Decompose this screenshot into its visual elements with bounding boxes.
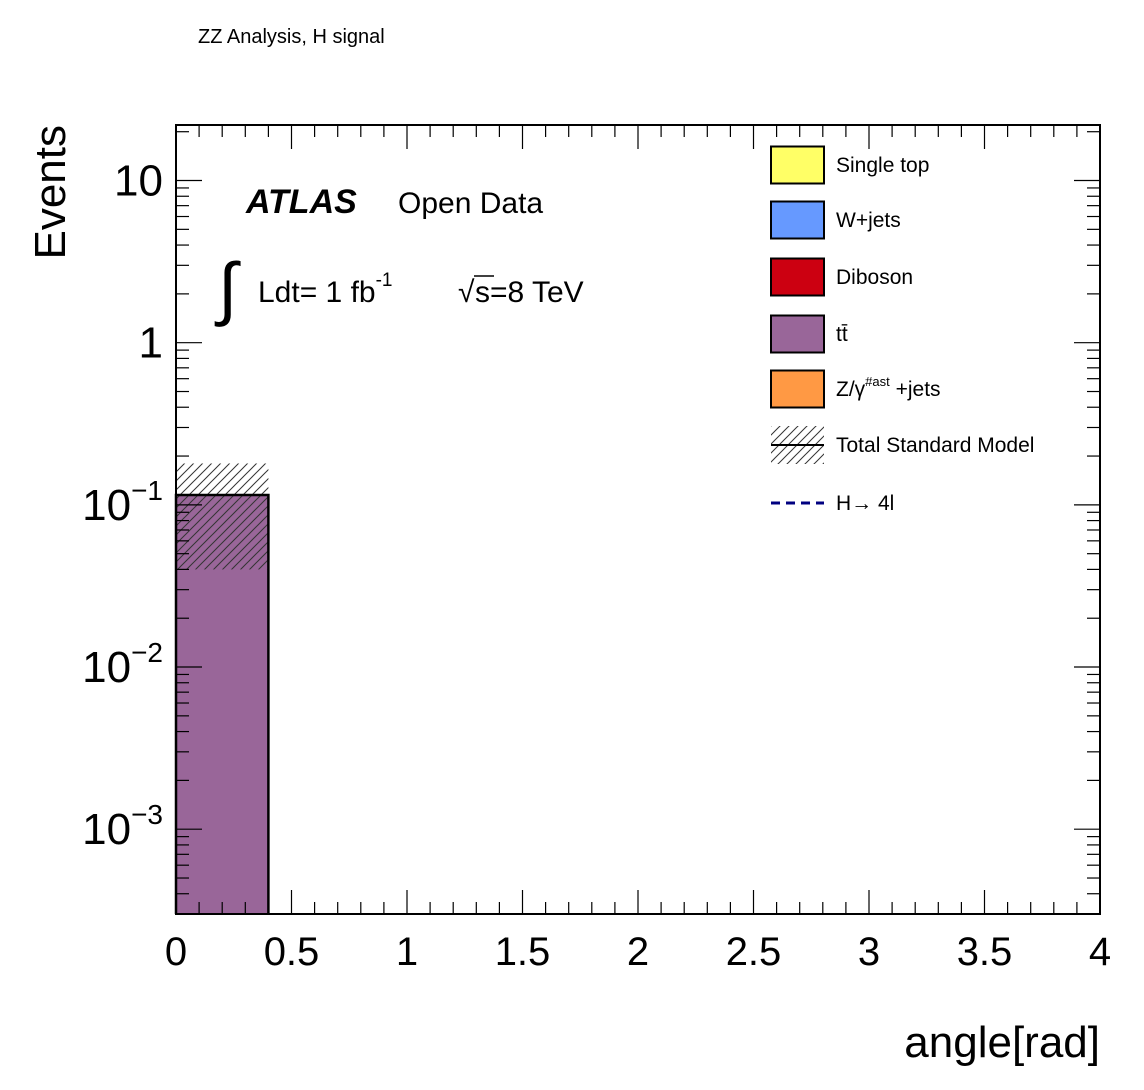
open-data-label: Open Data [398, 187, 543, 220]
atlas-annotation: ATLAS Open Data ∫ Ldt= 1 fb-1 √ s=8 TeV [214, 183, 584, 327]
x-tick-label: 1.5 [495, 930, 551, 974]
page-title: ZZ Analysis, H signal [198, 26, 385, 48]
sqrt-symbol: √ [458, 276, 475, 309]
legend-label-total-sm: Total Standard Model [836, 434, 1034, 457]
y-axis-label: Events [26, 125, 75, 260]
axis-ticks [175, 125, 1101, 915]
legend: Single top W+jets Diboson tt̄ Z/γ#ast +jets T… [770, 145, 1034, 515]
y-tick-label: 10−2 [82, 637, 163, 692]
legend-swatch-3 [770, 314, 825, 354]
x-tick-label: 3.5 [957, 930, 1013, 974]
y-tick-label: 10−1 [82, 475, 163, 530]
x-tick-label: 2.5 [726, 930, 782, 974]
atlas-label: ATLAS [245, 183, 357, 221]
y-tick-label: 1 [139, 319, 163, 368]
bars-layer [174, 463, 270, 914]
legend-label-1: W+jets [836, 209, 901, 232]
legend-label-4: Z/γ#ast +jets [836, 374, 941, 401]
axes-frame [175, 124, 1101, 915]
y-tick-label: 10−3 [82, 799, 163, 854]
legend-label-2: Diboson [836, 266, 913, 289]
legend-label-3: tt̄ [836, 323, 848, 346]
x-tick-label: 0 [165, 930, 187, 974]
legend-label-signal: H→ 4l [836, 492, 894, 515]
legend-swatch-4 [770, 369, 825, 409]
legend-swatch-0 [770, 145, 825, 185]
x-tick-label: 1 [396, 930, 418, 974]
axis-labels: 0 0.5 1 1.5 2 2.5 3 3.5 4 10−3 10−2 10−1 1 10 angle[ra… [26, 125, 1111, 1067]
x-tick-label: 2 [627, 930, 649, 974]
plot-frame [175, 124, 1101, 915]
x-axis-label: angle[rad] [904, 1018, 1100, 1067]
x-tick-label: 0.5 [264, 930, 320, 974]
x-tick-label: 3 [858, 930, 880, 974]
y-tick-label: 10 [114, 157, 163, 206]
luminosity-label: Ldt= 1 fb-1 [258, 270, 393, 309]
legend-swatch-2 [770, 257, 825, 297]
legend-swatch-1 [770, 200, 825, 240]
energy-label: s=8 TeV [475, 276, 584, 309]
legend-label-0: Single top [836, 154, 929, 177]
integral-symbol: ∫ [214, 249, 241, 327]
uncertainty-band [176, 463, 269, 570]
x-tick-label: 4 [1089, 930, 1111, 974]
